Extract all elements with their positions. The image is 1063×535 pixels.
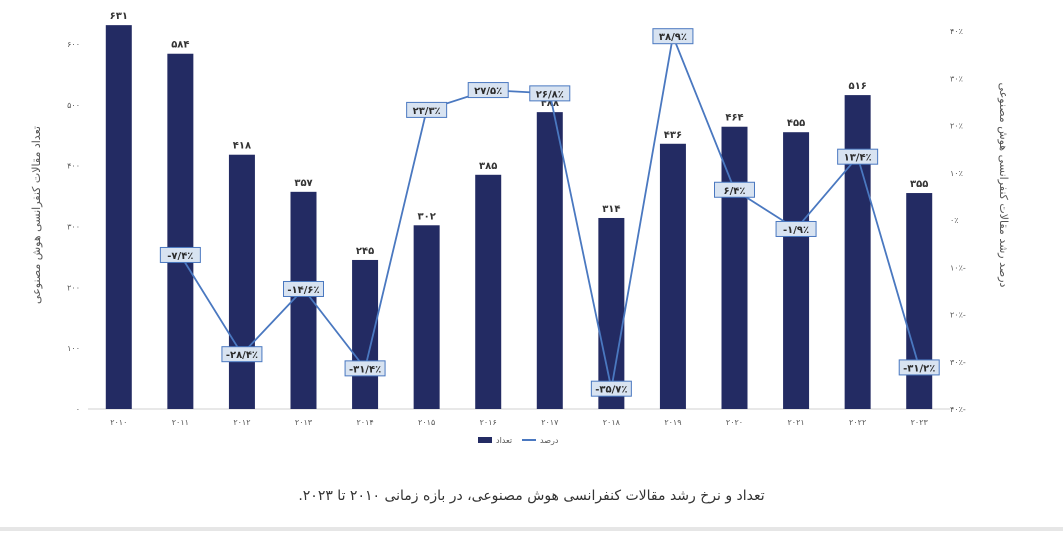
x-tick-label: ۲۰۱۶ <box>480 418 497 427</box>
y-right-axis-title: درصد رشد مقالات کنفرانسی هوش مصنوعی <box>997 83 1010 288</box>
x-tick-label: ۲۰۱۴ <box>356 418 373 427</box>
line-label-box <box>159 246 201 263</box>
y-right-tick-label: ۱۰٪ <box>950 169 963 178</box>
bar-value-label: ۳۵۵ <box>910 179 928 190</box>
line-value-label: ۲۷/۵٪ <box>474 86 502 97</box>
bar <box>475 174 502 409</box>
y-right-tick-label: ۰٪ <box>950 216 959 225</box>
x-tick-label: ۲۰۱۱ <box>172 418 189 427</box>
bar-value-label: ۳۰۲ <box>417 211 435 222</box>
bar-value-label: ۵۱۶ <box>848 81 866 92</box>
line-label-box <box>652 28 694 45</box>
legend-bar-swatch <box>478 437 492 443</box>
bar <box>105 25 132 410</box>
x-tick-label: ۲۰۱۹ <box>664 418 681 427</box>
x-tick-label: ۲۰۲۱ <box>787 418 804 427</box>
line-label-box <box>283 280 324 297</box>
line-label-box <box>529 85 571 102</box>
x-tick-label: ۲۰۱۵ <box>418 418 435 427</box>
y-left-tick-label: ۱۰۰ <box>67 344 80 353</box>
line-label-box <box>221 346 263 363</box>
bar <box>783 132 810 410</box>
y-left-tick-label: ۴۰۰ <box>67 162 80 171</box>
y-right-tick-label: ۴۰٪- <box>950 405 966 414</box>
line-value-label: ۳۸/۹٪ <box>659 32 687 43</box>
x-tick-label: ۲۰۱۳ <box>295 418 313 427</box>
y-left-tick-label: ۰ <box>76 405 80 414</box>
line-value-label: -۷/۴٪ <box>167 251 193 262</box>
line-label-box <box>714 181 755 198</box>
y-left-tick-label: ۵۰۰ <box>67 101 80 110</box>
y-right-tick-label: ۱۰٪- <box>950 263 966 272</box>
line-label-box <box>775 220 817 237</box>
line-label-box <box>590 380 632 397</box>
bar <box>721 126 748 409</box>
y-right-tick-label: ۳۰٪- <box>950 358 966 367</box>
bar-value-label: ۴۱۸ <box>233 141 251 152</box>
line-value-label: -۲۸/۴٪ <box>226 350 258 361</box>
bar <box>906 193 933 409</box>
x-tick-label: ۲۰۱۰ <box>110 418 127 427</box>
chart-caption: تعداد و نرخ رشد مقالات کنفرانسی هوش مصنو… <box>298 488 765 504</box>
bar-value-label: ۳۱۴ <box>602 204 620 215</box>
bar-value-label: ۴۵۵ <box>787 118 805 129</box>
x-tick-label: ۲۰۲۳ <box>911 418 929 427</box>
line-value-label: -۱/۹٪ <box>783 225 809 236</box>
x-tick-label: ۲۰۱۷ <box>541 418 559 427</box>
bar <box>413 225 440 409</box>
y-right-tick-label: ۴۰٪ <box>950 27 963 36</box>
y-right-tick-label: ۲۰٪ <box>950 122 963 131</box>
legend-line-label: درصد <box>540 436 559 445</box>
x-tick-label: ۲۰۱۲ <box>233 418 250 427</box>
line-label-box <box>344 360 386 377</box>
bar <box>352 259 379 409</box>
bar-value-label: ۵۸۴ <box>171 40 189 51</box>
line-value-label: ۱۳/۴٪ <box>844 153 872 164</box>
x-tick-label: ۲۰۲۰ <box>726 418 743 427</box>
line-value-label: -۳۵/۷٪ <box>595 385 627 396</box>
x-tick-label: ۲۰۲۲ <box>849 418 866 427</box>
bar-value-label: ۴۳۶ <box>664 130 682 141</box>
bar-value-label: ۳۵۷ <box>294 178 312 189</box>
line-value-label: ۲۳/۳٪ <box>413 106 441 117</box>
bar-value-label: ۴۸۸ <box>541 98 559 109</box>
bar-value-label: ۳۸۵ <box>479 161 497 172</box>
bar-value-label: ۶۳۱ <box>110 11 128 22</box>
bottom-divider <box>0 527 1063 531</box>
bar <box>659 143 686 409</box>
line-label-box <box>837 148 879 165</box>
bar <box>167 53 194 409</box>
bar-value-label: ۲۴۵ <box>356 246 374 257</box>
y-right-tick-label: ۲۰٪- <box>950 311 966 320</box>
bar <box>598 217 625 409</box>
line-value-label: -۳۱/۲٪ <box>903 363 935 374</box>
bar <box>844 95 871 409</box>
y-left-tick-label: ۶۰۰ <box>67 40 80 49</box>
line-label-box <box>898 359 940 376</box>
y-right-tick-label: ۳۰٪ <box>950 74 963 83</box>
line-label-box <box>467 82 509 99</box>
line-value-label: -۳۱/۴٪ <box>349 364 381 375</box>
bar <box>228 154 255 409</box>
line-value-label: ۲۶/۸٪ <box>536 89 564 100</box>
line-label-box <box>406 101 448 118</box>
x-tick-label: ۲۰۱۸ <box>603 418 621 427</box>
line-value-label: -۱۴/۶٪ <box>287 285 319 296</box>
y-left-axis-title: تعداد مقالات کنفرانسی هوش مصنوعی <box>30 126 43 304</box>
bar-value-label: ۴۶۴ <box>725 113 743 124</box>
bar <box>536 112 563 409</box>
line-value-label: ۶/۴٪ <box>724 186 746 197</box>
legend-bar-label: تعداد <box>496 436 512 445</box>
y-left-tick-label: ۳۰۰ <box>67 223 80 232</box>
y-left-tick-label: ۲۰۰ <box>67 283 80 292</box>
